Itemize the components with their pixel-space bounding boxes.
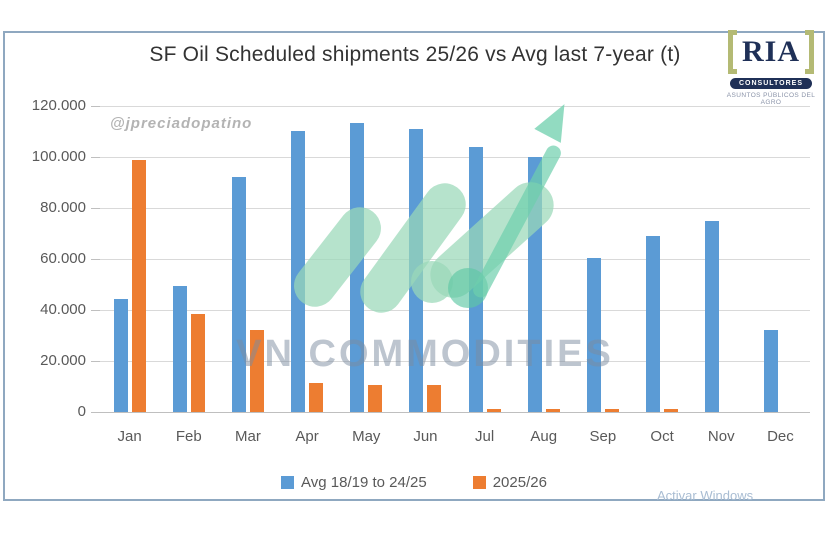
- gridline: [100, 157, 810, 158]
- y-axis-tick: [91, 259, 100, 260]
- y-axis-tick: [91, 157, 100, 158]
- y-axis-label: 40.000: [40, 301, 86, 318]
- x-axis-label: Oct: [650, 428, 674, 445]
- gridline: [100, 310, 810, 311]
- gridline: [100, 106, 810, 107]
- gridline: [100, 361, 810, 362]
- bar-2025-26: [486, 409, 501, 412]
- y-axis-label: 60.000: [40, 250, 86, 267]
- x-axis-label: Jan: [117, 428, 142, 445]
- x-axis-label: Jun: [413, 428, 438, 445]
- legend-item-avg: Avg 18/19 to 24/25: [281, 474, 427, 491]
- bar-avg-18-19-to-24-25: [350, 123, 365, 412]
- bar-avg-18-19-to-24-25: [764, 330, 779, 412]
- bar-2025-26: [190, 314, 205, 412]
- legend-swatch-avg: [281, 476, 295, 489]
- x-axis-label: Dec: [767, 428, 794, 445]
- x-axis-label: Nov: [707, 428, 735, 445]
- bar-2025-26: [545, 409, 560, 412]
- legend-label-avg: Avg 18/19 to 24/25: [301, 474, 427, 491]
- y-axis-label: 0: [77, 403, 86, 420]
- author-handle-watermark: @jpreciadopatino: [110, 115, 253, 132]
- x-axis-label: May: [352, 428, 381, 445]
- bar-2025-26: [131, 160, 146, 412]
- y-axis-label: 100.000: [31, 148, 86, 165]
- activate-windows-watermark: Activar Windows: [657, 488, 754, 503]
- ria-consultores-logo: RIA CONSULTORES ASUNTOS PÚBLICOS DEL AGR…: [721, 30, 821, 106]
- legend-swatch-current: [472, 476, 486, 489]
- x-axis-label: Mar: [234, 428, 261, 445]
- bar-2025-26: [368, 385, 383, 412]
- y-axis-tick: [91, 310, 100, 311]
- y-axis-tick: [91, 361, 100, 362]
- y-axis-tick: [91, 208, 100, 209]
- bar-2025-26: [664, 409, 679, 412]
- bar-2025-26: [309, 383, 324, 412]
- logo-name: RIA: [741, 35, 800, 68]
- x-axis-label: Aug: [530, 428, 558, 445]
- bar-avg-18-19-to-24-25: [172, 286, 187, 412]
- plot-area: 0 20.000 40.000 60.000 80.000 100.000 120.000 J…: [32, 97, 810, 445]
- bar-avg-18-19-to-24-25: [705, 221, 720, 412]
- chart-legend: Avg 18/19 to 24/25 2025/26: [5, 474, 823, 491]
- bar-avg-18-19-to-24-25: [291, 131, 306, 412]
- y-axis-tick: [91, 106, 100, 107]
- chart-frame: SF Oil Scheduled shipments 25/26 vs Avg …: [3, 30, 825, 503]
- y-axis-label: 120.000: [31, 97, 86, 114]
- logo-bracket-left-icon: [727, 30, 737, 74]
- logo-bracket-right-icon: [805, 30, 814, 74]
- gridline: [100, 208, 810, 209]
- y-axis-label: 20.000: [40, 352, 86, 369]
- chart-title: SF Oil Scheduled shipments 25/26 vs Avg …: [149, 43, 681, 66]
- x-axis-label: Feb: [175, 428, 202, 445]
- bar-avg-18-19-to-24-25: [231, 177, 246, 412]
- bar-avg-18-19-to-24-25: [527, 157, 542, 412]
- logo-tagline: ASUNTOS PÚBLICOS DEL AGRO: [726, 92, 816, 106]
- bar-avg-18-19-to-24-25: [586, 258, 601, 412]
- logo-subtitle-badge: CONSULTORES: [729, 78, 813, 89]
- legend-label-current: 2025/26: [492, 474, 547, 491]
- bar-2025-26: [604, 409, 619, 412]
- y-axis-label: 80.000: [40, 199, 86, 216]
- y-axis-tick: [91, 412, 100, 413]
- x-axis-label: Sep: [589, 428, 617, 445]
- x-axis-label: Apr: [295, 428, 319, 445]
- bar-avg-18-19-to-24-25: [468, 147, 483, 412]
- x-axis-label: Jul: [474, 428, 495, 445]
- legend-item-current: 2025/26: [472, 474, 547, 491]
- gridline: [100, 259, 810, 260]
- x-axis-line: [100, 412, 810, 413]
- bar-2025-26: [427, 385, 442, 412]
- bar-2025-26: [249, 330, 264, 412]
- bar-avg-18-19-to-24-25: [409, 129, 424, 412]
- bar-avg-18-19-to-24-25: [113, 299, 128, 412]
- bar-avg-18-19-to-24-25: [646, 236, 661, 412]
